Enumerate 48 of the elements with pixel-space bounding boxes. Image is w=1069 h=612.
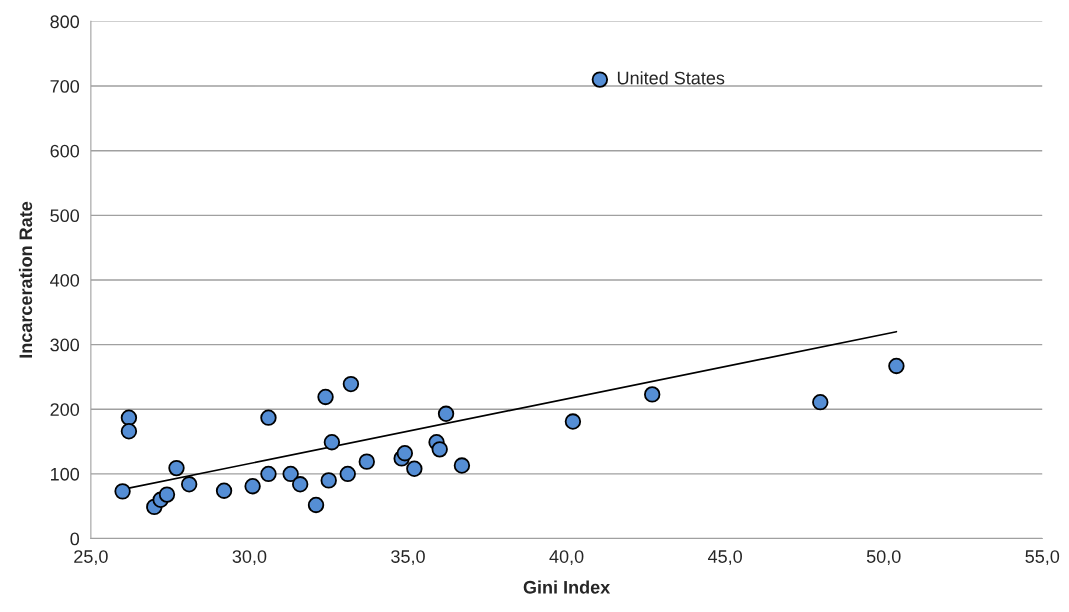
point <box>812 393 829 411</box>
point <box>358 453 375 470</box>
y-tick-label: 400 <box>50 273 80 287</box>
point <box>120 423 138 440</box>
point <box>339 465 356 483</box>
point <box>406 460 423 477</box>
point <box>888 357 905 375</box>
x-axis-title: Gini Index <box>523 580 611 594</box>
point <box>564 413 582 430</box>
x-tick-label: 30,0 <box>232 550 267 566</box>
point <box>291 476 309 493</box>
y-tick-label: 600 <box>50 144 80 158</box>
point <box>644 386 661 403</box>
y-tick-label: 300 <box>50 338 80 352</box>
y-tick-label: 800 <box>50 15 80 29</box>
point <box>317 388 334 406</box>
y-tick-label: 200 <box>50 403 80 416</box>
point <box>168 459 185 477</box>
point <box>307 496 325 514</box>
y-tick-label: 0 <box>70 532 80 546</box>
point <box>244 478 261 495</box>
point <box>180 476 198 493</box>
x-tick-label: 55,0 <box>1025 550 1060 566</box>
point <box>114 483 131 500</box>
point <box>320 472 337 489</box>
x-tick-label: 50,0 <box>866 550 901 566</box>
point <box>215 482 233 499</box>
point <box>591 71 609 88</box>
point <box>260 409 277 426</box>
point <box>437 405 455 422</box>
point <box>396 445 414 462</box>
annotation: United States <box>617 71 725 85</box>
point <box>260 465 277 483</box>
y-tick-label: 700 <box>50 80 80 93</box>
y-tick-label: 100 <box>51 467 80 481</box>
x-tick-label: 45,0 <box>707 550 742 566</box>
point <box>431 441 448 458</box>
x-tick-label: 35,0 <box>391 550 425 566</box>
y-axis-title: Incarceration Rate <box>18 201 33 358</box>
x-tick-label: 25,0 <box>74 550 108 566</box>
point <box>342 375 360 393</box>
point <box>453 457 471 474</box>
point <box>323 434 341 451</box>
y-tick-label: 500 <box>50 209 80 223</box>
x-tick-label: 40,0 <box>549 550 584 566</box>
point <box>158 486 176 503</box>
point <box>120 409 138 426</box>
point <box>282 465 299 483</box>
